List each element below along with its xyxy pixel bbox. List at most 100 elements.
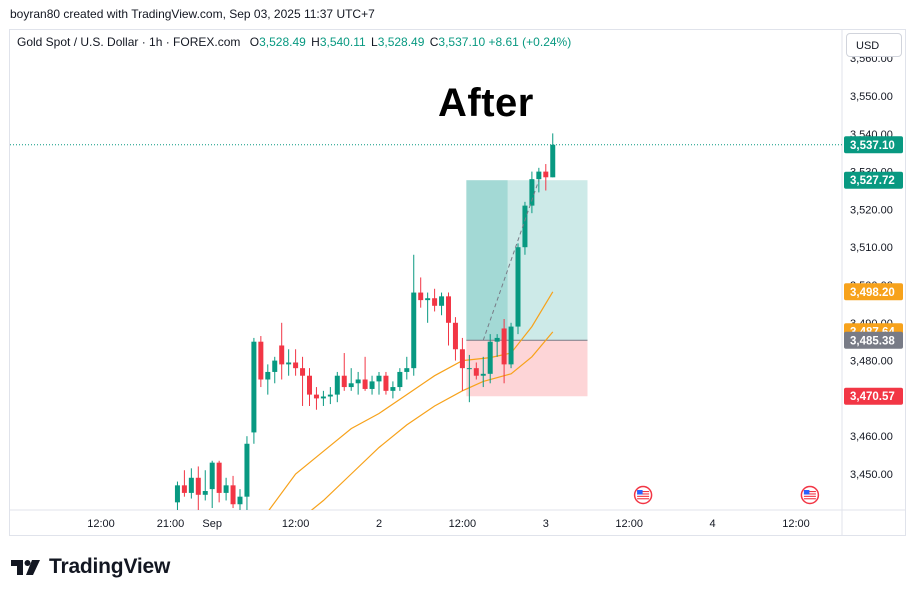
candle-body bbox=[355, 379, 361, 384]
y-tick-label: 3,520.00 bbox=[850, 204, 893, 216]
high-key: H bbox=[311, 35, 320, 49]
x-tick-label: Sep bbox=[202, 518, 222, 530]
candle-body bbox=[362, 379, 368, 389]
candle-body bbox=[272, 360, 278, 372]
x-tick-label: 4 bbox=[710, 518, 716, 530]
candle-body bbox=[473, 368, 479, 376]
candle-body bbox=[501, 328, 507, 365]
flag-stripe bbox=[637, 491, 650, 493]
price-badge-label: 3,498.20 bbox=[850, 287, 895, 299]
low-key: L bbox=[371, 35, 378, 49]
y-tick-label: 3,560.00 bbox=[850, 53, 893, 65]
candle-body bbox=[411, 292, 417, 369]
brand-name: TradingView bbox=[49, 555, 171, 578]
candle-body bbox=[515, 247, 521, 327]
price-badge-label: 3,537.10 bbox=[850, 140, 895, 152]
candle-body bbox=[237, 496, 243, 505]
flag-stripe bbox=[803, 491, 816, 493]
candle-body bbox=[279, 345, 285, 365]
flag-canton bbox=[803, 490, 810, 495]
candle-body bbox=[536, 171, 542, 180]
candle-body bbox=[480, 373, 486, 376]
candle-body bbox=[174, 485, 180, 503]
candle-body bbox=[265, 371, 271, 380]
y-tick-label: 3,510.00 bbox=[850, 242, 893, 254]
y-tick-label: 3,450.00 bbox=[850, 469, 893, 481]
candle-body bbox=[293, 362, 299, 369]
open-key: O bbox=[249, 35, 260, 49]
candle-body bbox=[216, 462, 222, 493]
x-tick-label: 21:00 bbox=[157, 518, 185, 530]
candle-body bbox=[418, 292, 424, 301]
price-badge-label: 3,485.38 bbox=[850, 335, 895, 347]
candle-body bbox=[383, 375, 389, 391]
candle-body bbox=[446, 296, 451, 323]
close-value: 3,537.10 bbox=[438, 35, 486, 49]
candle-body bbox=[494, 337, 500, 342]
symbol-legend: Gold Spot / U.S. Dollar · 1h · FOREX.com… bbox=[17, 35, 571, 49]
us-flag-icon bbox=[800, 485, 820, 505]
flag-stripe bbox=[637, 498, 650, 500]
close-key: C bbox=[429, 35, 439, 49]
candle-body bbox=[202, 491, 208, 495]
candle-body bbox=[188, 477, 194, 493]
candle-body bbox=[439, 296, 445, 306]
y-tick-label: 3,480.00 bbox=[850, 356, 893, 368]
candle-body bbox=[313, 394, 319, 399]
candle-body bbox=[286, 362, 292, 365]
flag-stripe bbox=[637, 493, 650, 495]
y-tick-label: 3,550.00 bbox=[850, 91, 893, 103]
candle-body bbox=[376, 375, 382, 382]
x-tick-label: 2 bbox=[376, 518, 382, 530]
candle-body bbox=[522, 205, 528, 248]
candle-body bbox=[508, 326, 514, 365]
brand[interactable]: TradingView bbox=[11, 555, 170, 579]
candle-body bbox=[320, 396, 326, 399]
flag-stripe bbox=[637, 495, 650, 497]
flag-canton bbox=[637, 490, 643, 495]
flag-stripe bbox=[803, 498, 816, 500]
high-value: 3,540.11 bbox=[319, 35, 366, 49]
x-tick-label: 12:00 bbox=[87, 518, 115, 530]
price-badge-label: 3,527.72 bbox=[850, 175, 895, 187]
symbol-name: Gold Spot / U.S. Dollar · 1h · FOREX.com bbox=[17, 35, 241, 49]
flag-stripe bbox=[803, 495, 816, 497]
open-value: 3,528.49 bbox=[259, 35, 306, 49]
flag-stripe bbox=[803, 493, 816, 495]
candle-body bbox=[452, 322, 458, 350]
candle-body bbox=[334, 375, 340, 395]
candle-body bbox=[529, 179, 535, 206]
candle-body bbox=[341, 375, 347, 388]
candle-body bbox=[209, 462, 215, 490]
candle-body bbox=[432, 298, 438, 306]
candle-body bbox=[230, 485, 236, 505]
x-tick-label: 12:00 bbox=[449, 518, 477, 530]
candle-body bbox=[244, 443, 250, 497]
candle-body bbox=[404, 368, 410, 372]
target-zone-filled bbox=[466, 180, 508, 341]
trade-path-line bbox=[482, 180, 540, 341]
x-tick-label: 12:00 bbox=[782, 518, 810, 530]
stop-zone bbox=[466, 340, 588, 397]
us-flag-icon bbox=[633, 485, 653, 505]
moving-average-line bbox=[310, 331, 554, 510]
currency-button[interactable]: USD bbox=[846, 33, 902, 57]
price-badge-label: 3,470.57 bbox=[850, 391, 895, 403]
x-tick-label: 12:00 bbox=[282, 518, 310, 530]
low-value: 3,528.49 bbox=[377, 35, 425, 49]
candle-body bbox=[300, 368, 306, 376]
change-value: +8.61 (+0.24%) bbox=[488, 35, 572, 49]
candle-body bbox=[550, 144, 556, 178]
candle-body bbox=[425, 298, 431, 301]
candle-body bbox=[459, 349, 465, 369]
price-badge bbox=[844, 171, 903, 189]
x-tick-label: 12:00 bbox=[615, 518, 643, 530]
candle-body bbox=[487, 341, 493, 374]
price-badge bbox=[844, 136, 903, 154]
overlay-title: After bbox=[438, 81, 534, 125]
candle-body bbox=[543, 171, 549, 178]
tradingview-logo-icon bbox=[11, 560, 40, 575]
price-badge bbox=[844, 331, 903, 349]
x-tick-label: 3 bbox=[543, 518, 549, 530]
